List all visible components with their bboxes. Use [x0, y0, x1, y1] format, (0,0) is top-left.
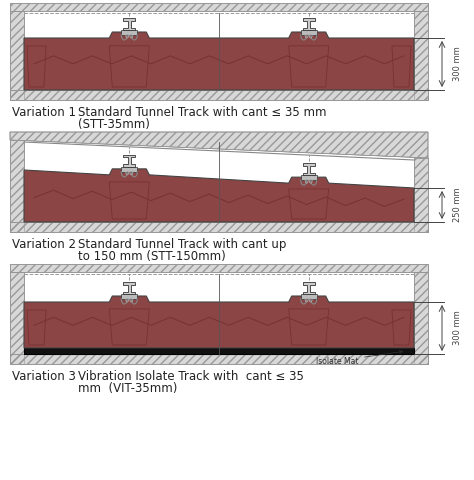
- Polygon shape: [123, 282, 135, 294]
- Bar: [414, 272, 428, 364]
- Bar: [121, 294, 137, 299]
- Bar: [10, 264, 428, 272]
- Polygon shape: [303, 163, 315, 175]
- Bar: [414, 158, 428, 232]
- Bar: [301, 175, 317, 180]
- Text: (STT-35mm): (STT-35mm): [78, 118, 150, 131]
- Bar: [121, 30, 137, 35]
- Polygon shape: [24, 296, 414, 348]
- Bar: [414, 11, 428, 100]
- Bar: [10, 272, 24, 364]
- Polygon shape: [123, 18, 135, 30]
- Text: Vibration Isolate Track with  cant ≤ 35: Vibration Isolate Track with cant ≤ 35: [78, 370, 304, 383]
- Text: 250 mm: 250 mm: [454, 188, 463, 222]
- Polygon shape: [303, 282, 315, 294]
- Text: Isolate Mat: Isolate Mat: [317, 350, 402, 365]
- Text: 300 mm: 300 mm: [454, 311, 463, 346]
- Bar: [301, 294, 317, 299]
- Bar: [10, 354, 428, 364]
- Text: to 150 mm (STT-150mm): to 150 mm (STT-150mm): [78, 250, 226, 263]
- Text: mm  (VIT-35mm): mm (VIT-35mm): [78, 382, 177, 395]
- Bar: [414, 11, 428, 100]
- Text: Standard Tunnel Track with cant up: Standard Tunnel Track with cant up: [78, 238, 286, 251]
- Polygon shape: [123, 155, 135, 167]
- Bar: [10, 3, 428, 11]
- Bar: [414, 272, 428, 364]
- Bar: [24, 348, 414, 354]
- Bar: [10, 222, 428, 232]
- Text: Variation 2: Variation 2: [12, 238, 76, 251]
- Text: 300 mm: 300 mm: [454, 47, 463, 82]
- Bar: [10, 90, 428, 100]
- Polygon shape: [10, 132, 428, 158]
- Bar: [10, 222, 428, 232]
- Bar: [10, 140, 24, 232]
- Polygon shape: [303, 18, 315, 30]
- Polygon shape: [24, 32, 414, 90]
- Bar: [10, 140, 24, 232]
- Text: Standard Tunnel Track with cant ≤ 35 mm: Standard Tunnel Track with cant ≤ 35 mm: [78, 106, 327, 119]
- Bar: [10, 90, 428, 100]
- Bar: [10, 3, 428, 11]
- Polygon shape: [24, 169, 414, 222]
- Bar: [10, 11, 24, 100]
- Text: Variation 3: Variation 3: [12, 370, 76, 383]
- Bar: [10, 272, 24, 364]
- Bar: [121, 167, 137, 172]
- Bar: [10, 264, 428, 272]
- Bar: [10, 11, 24, 100]
- Bar: [301, 30, 317, 35]
- Text: Variation 1: Variation 1: [12, 106, 76, 119]
- Bar: [414, 158, 428, 232]
- Bar: [10, 354, 428, 364]
